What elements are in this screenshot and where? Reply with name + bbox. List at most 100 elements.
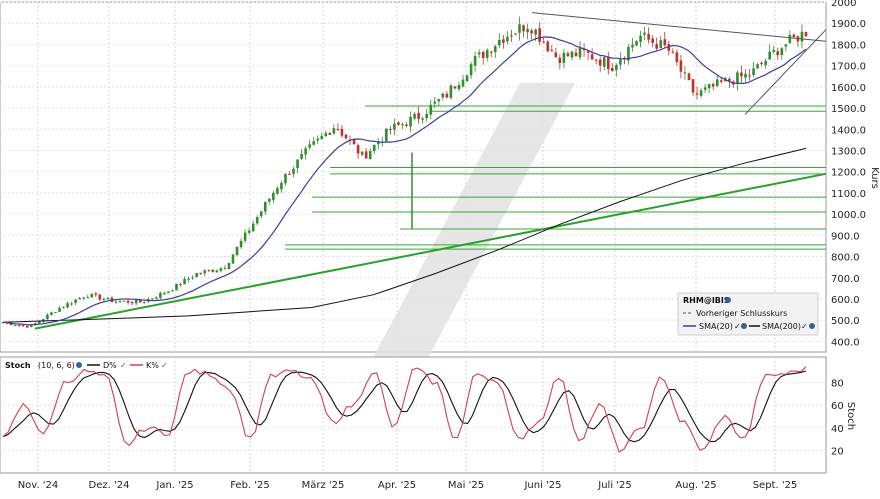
candle-body xyxy=(639,35,642,42)
stoch-settings-icon[interactable] xyxy=(76,362,82,368)
candle-body xyxy=(62,307,65,309)
candle-body xyxy=(586,51,590,53)
y-tick-label: 600.0 xyxy=(831,295,860,306)
sma200-line xyxy=(2,147,807,323)
candle-body xyxy=(776,51,780,56)
stoch-k-line xyxy=(2,366,807,453)
candle-body xyxy=(453,86,457,89)
stoch-title: Stoch xyxy=(5,361,31,370)
candle-body xyxy=(473,55,477,66)
candle-body xyxy=(163,293,166,295)
candle-body xyxy=(715,79,719,86)
candle-body xyxy=(259,211,263,217)
y-tick-label: 1900.0 xyxy=(831,19,866,30)
candle-body xyxy=(183,279,186,285)
y-tick-label: 1200.0 xyxy=(831,168,866,179)
candle-body xyxy=(800,31,804,42)
stoch-d-check-icon[interactable]: ✓ xyxy=(120,361,127,370)
candle-body xyxy=(441,93,445,98)
price-axis-label: Kurs xyxy=(869,167,880,189)
candle-body xyxy=(46,314,49,320)
candle-body xyxy=(195,273,198,277)
candle-body xyxy=(296,159,299,169)
candle-body xyxy=(615,65,618,71)
candle-body xyxy=(526,28,529,33)
candle-body xyxy=(425,113,428,119)
candle-body xyxy=(530,30,533,34)
candle-body xyxy=(288,173,291,175)
candle-body xyxy=(29,324,33,328)
candle-body xyxy=(175,283,178,291)
candle-body xyxy=(352,139,356,145)
candle-body xyxy=(469,64,473,76)
stoch-k-check-icon[interactable]: ✓ xyxy=(161,361,168,370)
x-tick-label: Feb. '25 xyxy=(230,480,270,491)
x-tick-label: Nov. '24 xyxy=(18,480,59,491)
candle-body xyxy=(171,290,174,292)
candle-body xyxy=(138,300,142,303)
y-tick-label: 1700.0 xyxy=(831,62,866,73)
y-tick-label: 700.0 xyxy=(831,274,860,285)
stoch-y-tick-label: 60 xyxy=(831,401,844,412)
candle-body xyxy=(90,294,94,298)
legend: RHM@IBIS Vorheriger Schlusskurs SMA(20) … xyxy=(677,292,819,336)
candle-body xyxy=(356,145,360,154)
candle-body xyxy=(389,129,392,131)
legend-sma20-check-icon[interactable]: ✓ xyxy=(734,322,741,331)
candle-body xyxy=(263,202,267,212)
candle-body xyxy=(155,297,158,299)
stoch-y-tick-label: 40 xyxy=(831,424,844,435)
candle-body xyxy=(477,52,481,55)
stoch-params: (10, 6, 6) xyxy=(38,361,75,370)
candle-body xyxy=(21,324,25,326)
x-tick-label: Sept. '25 xyxy=(753,480,798,491)
candle-body xyxy=(239,240,243,248)
y-tick-label: 1300.0 xyxy=(831,146,866,157)
candle-body xyxy=(393,123,396,130)
candle-body xyxy=(796,36,800,42)
candle-body xyxy=(578,47,582,58)
stoch-y-tick-label: 80 xyxy=(831,379,844,390)
candle-body xyxy=(272,192,275,200)
candle-body xyxy=(98,294,102,300)
candle-body xyxy=(518,24,521,33)
legend-sma200-settings-icon[interactable] xyxy=(809,323,815,329)
candle-body xyxy=(360,151,364,155)
candle-body xyxy=(235,246,239,255)
candle-body xyxy=(756,64,759,69)
candle-body xyxy=(66,303,69,308)
price-panel: 2000 1900.0 1800.0 1700.0 1600.0 1500.0 1400.0… xyxy=(0,0,880,410)
candle-body xyxy=(651,38,654,43)
candle-body xyxy=(368,151,372,160)
candle-body xyxy=(663,39,667,46)
settings-icon[interactable] xyxy=(725,297,731,303)
legend-sma20-settings-icon[interactable] xyxy=(741,323,747,329)
candle-body xyxy=(54,312,57,314)
y-tick-label: 1600.0 xyxy=(831,83,866,94)
legend-sma200-check-icon[interactable]: ✓ xyxy=(801,322,808,331)
candle-body xyxy=(546,41,550,52)
candle-body xyxy=(514,33,517,35)
candle-body xyxy=(304,148,307,155)
x-tick-label: Jan. '25 xyxy=(155,480,193,491)
candle-body xyxy=(114,301,118,303)
stochastic-panel-frame xyxy=(0,356,827,474)
candle-body xyxy=(740,72,743,77)
candle-body xyxy=(126,300,130,303)
candle-body xyxy=(538,28,541,42)
stochastic-grid xyxy=(0,357,826,473)
candle-body xyxy=(199,272,203,274)
candle-body xyxy=(17,324,21,326)
stoch-d-label: D% xyxy=(103,361,117,370)
candle-body xyxy=(671,51,675,53)
x-tick-label: März '25 xyxy=(302,480,345,491)
y-tick-label: 500.0 xyxy=(831,316,860,327)
candle-body xyxy=(50,312,53,316)
candle-body xyxy=(619,59,622,65)
candle-body xyxy=(251,223,255,232)
candle-body xyxy=(627,46,630,61)
y-tick-label: 1500.0 xyxy=(831,104,866,115)
candle-body xyxy=(655,44,658,49)
candle-body xyxy=(728,78,731,82)
